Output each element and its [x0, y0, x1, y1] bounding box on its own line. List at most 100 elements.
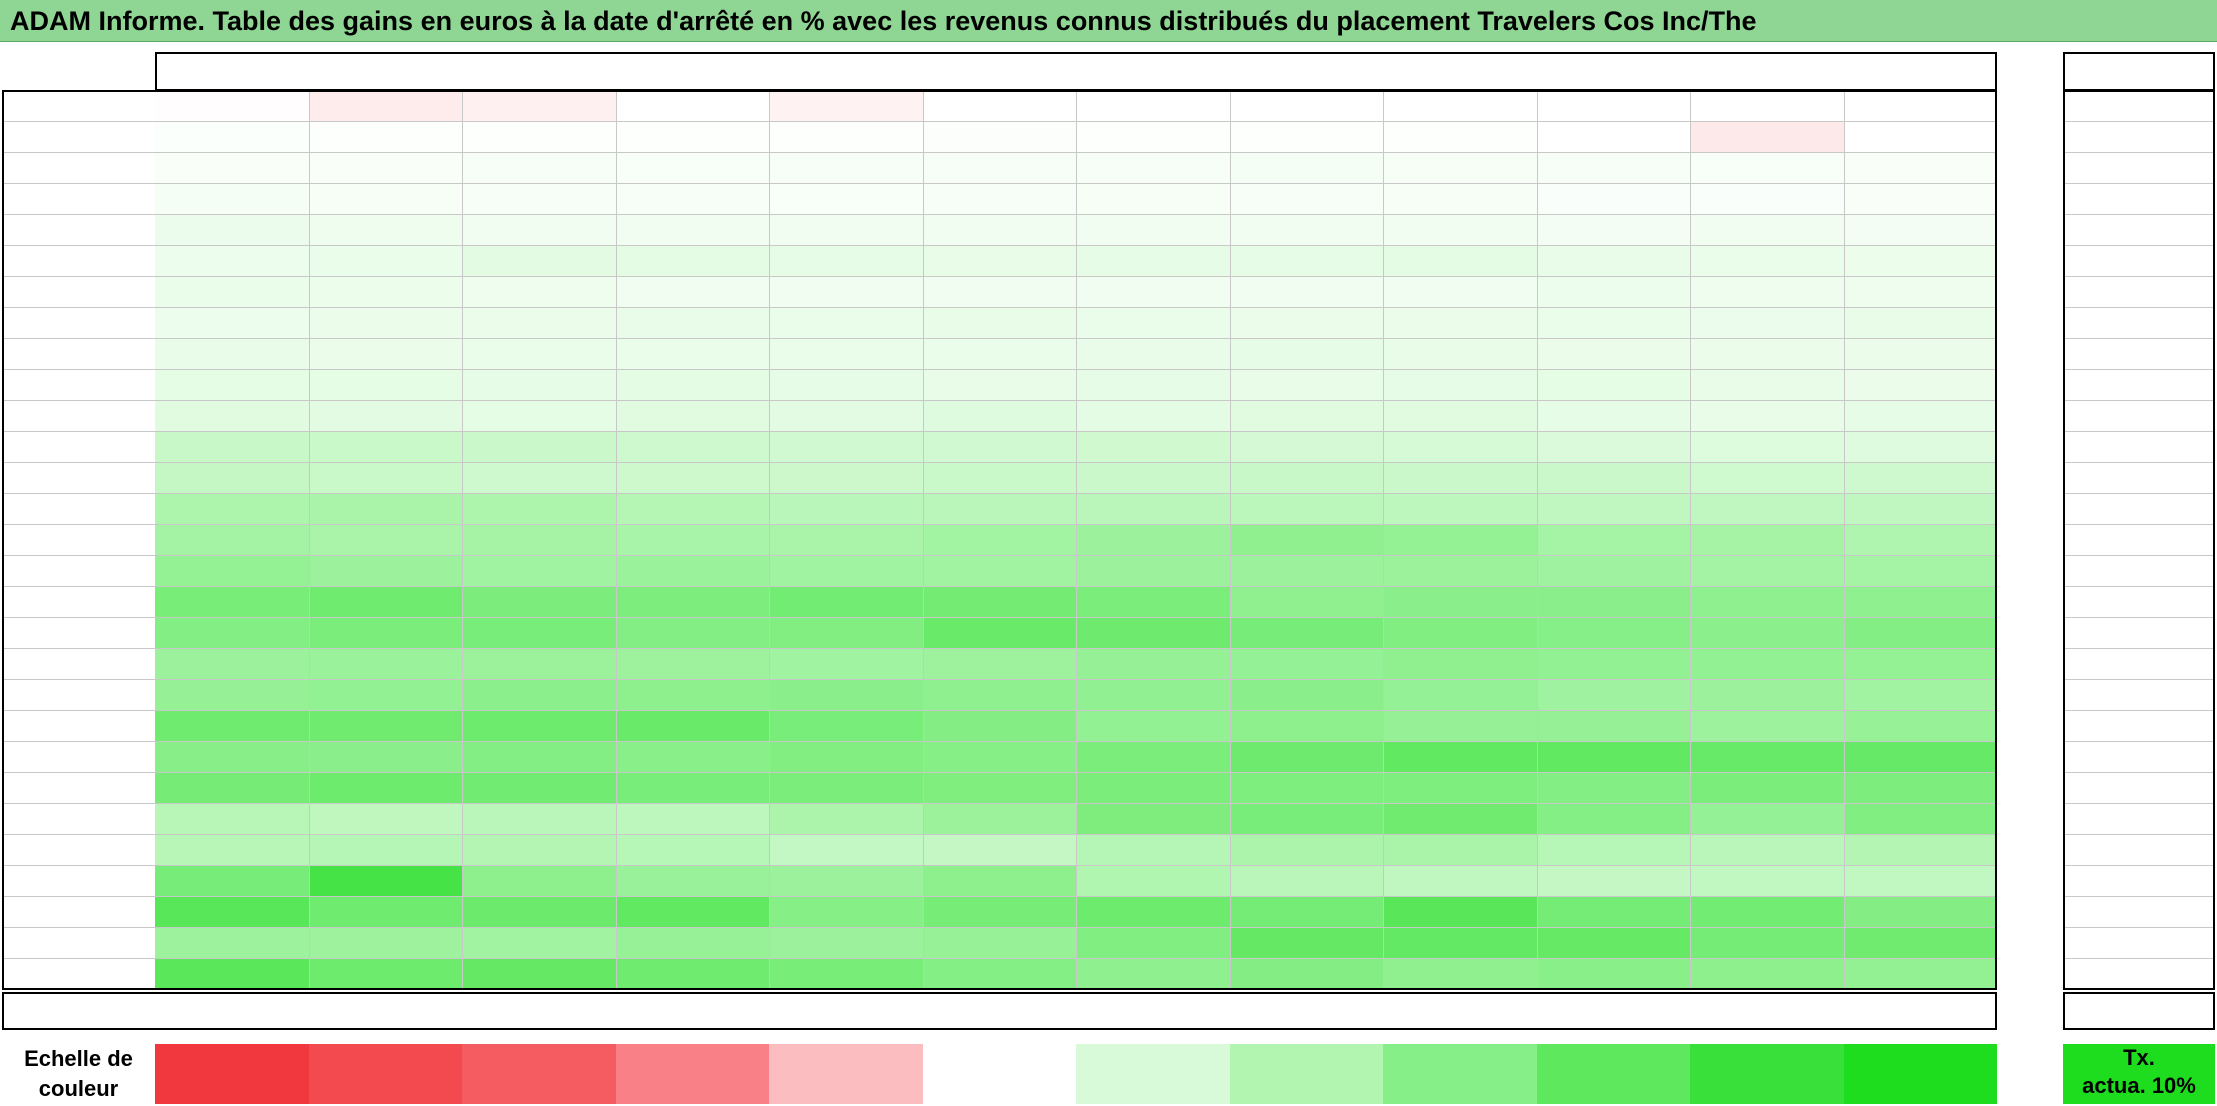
heatmap-cell: [769, 152, 923, 183]
heatmap-cell: [308, 803, 462, 834]
heatmap-cell: [1076, 400, 1230, 431]
heatmap-cell: [308, 834, 462, 865]
grid-line: [2, 276, 1997, 277]
heatmap-cell: [1076, 90, 1230, 121]
heatmap-cell: [1690, 927, 1844, 958]
heatmap-cell: [462, 462, 616, 493]
heatmap-cell: [769, 369, 923, 400]
heatmap-cell: [922, 214, 1076, 245]
heatmap-cell: [922, 617, 1076, 648]
year-label: [2, 400, 155, 431]
month-header: [462, 52, 616, 90]
heatmap-cell: [155, 121, 309, 152]
heatmap-cell: [1076, 865, 1230, 896]
heatmap-cell: [922, 338, 1076, 369]
scale-swatch: [1383, 1044, 1537, 1104]
rate-cell: [2063, 648, 2215, 679]
year-label: [2, 927, 155, 958]
heatmap-cell: [462, 772, 616, 803]
year-label: [2, 338, 155, 369]
heatmap-cell: [1076, 555, 1230, 586]
heatmap-cell: [1690, 307, 1844, 338]
year-label: [2, 152, 155, 183]
year-label: [2, 896, 155, 927]
heatmap-cell: [1076, 493, 1230, 524]
heatmap-cell: [308, 369, 462, 400]
heatmap-cell: [308, 741, 462, 772]
rate-cell: [2063, 276, 2215, 307]
heatmap-cell: [1383, 307, 1537, 338]
heatmap-cell: [1843, 865, 1997, 896]
heatmap-cell: [1229, 617, 1383, 648]
heatmap-cell: [308, 896, 462, 927]
grid-line: [2063, 648, 2215, 649]
heatmap-cell: [769, 90, 923, 121]
heatmap-cell: [1690, 462, 1844, 493]
grid-line: [2, 741, 1997, 742]
heatmap-cell: [769, 524, 923, 555]
heatmap-cell: [922, 679, 1076, 710]
heatmap-cell: [308, 183, 462, 214]
heatmap-cell: [462, 741, 616, 772]
heatmap-cell: [1076, 927, 1230, 958]
year-label: [2, 276, 155, 307]
grid-line: [615, 90, 617, 989]
heatmap-cell: [769, 865, 923, 896]
heatmap-cell: [462, 803, 616, 834]
heatmap-cell: [308, 307, 462, 338]
heatmap-cell: [1843, 741, 1997, 772]
heatmap-cell: [1076, 245, 1230, 276]
heatmap-cell: [1229, 431, 1383, 462]
heatmap-cell: [1229, 400, 1383, 431]
heatmap-cell: [462, 648, 616, 679]
footer-rate-cell: [1690, 992, 1844, 1030]
grid-line: [2, 462, 1997, 463]
heatmap-cell: [155, 710, 309, 741]
heatmap-cell: [1076, 679, 1230, 710]
rate-cell: [2063, 524, 2215, 555]
heatmap-cell: [769, 431, 923, 462]
grid-line: [2, 431, 1997, 432]
grid-line: [2063, 896, 2215, 897]
heatmap-cell: [462, 121, 616, 152]
heatmap-cell: [308, 555, 462, 586]
grid-line: [2, 307, 1997, 308]
heatmap-cell: [1843, 648, 1997, 679]
heatmap-cell: [1843, 524, 1997, 555]
grid-line: [922, 90, 924, 989]
heatmap-cell: [1076, 648, 1230, 679]
heatmap-cell: [922, 927, 1076, 958]
year-label: [2, 183, 155, 214]
grid-line: [2, 772, 1997, 773]
heatmap-cell: [615, 121, 769, 152]
grid-line: [2063, 152, 2215, 153]
heatmap-cell: [615, 524, 769, 555]
month-header: [1537, 52, 1691, 90]
footer-rate-cell: [155, 992, 309, 1030]
heatmap-cell: [155, 834, 309, 865]
heatmap-cell: [615, 927, 769, 958]
rate-cell: [2063, 183, 2215, 214]
heatmap-cell: [1690, 369, 1844, 400]
heatmap-cell: [1229, 121, 1383, 152]
scale-swatch: [1843, 1044, 1997, 1104]
footer-rate-cell: [462, 992, 616, 1030]
grid-line: [2063, 617, 2215, 618]
heatmap-cell: [1536, 648, 1690, 679]
grid-line: [2063, 772, 2215, 773]
heatmap-cell: [1536, 493, 1690, 524]
heatmap-cell: [308, 121, 462, 152]
heatmap-cell: [308, 338, 462, 369]
heatmap-cell: [769, 183, 923, 214]
heatmap-cell: [615, 307, 769, 338]
heatmap-cell: [1229, 927, 1383, 958]
heatmap-cell: [1536, 834, 1690, 865]
heatmap-cell: [1076, 524, 1230, 555]
year-label: [2, 586, 155, 617]
heatmap-cell: [155, 803, 309, 834]
footer-rate-cell: [769, 992, 923, 1030]
heatmap-cell: [1229, 307, 1383, 338]
heatmap-cell: [1690, 958, 1844, 989]
heatmap-cell: [1076, 183, 1230, 214]
scale-swatch: [1690, 1044, 1844, 1104]
